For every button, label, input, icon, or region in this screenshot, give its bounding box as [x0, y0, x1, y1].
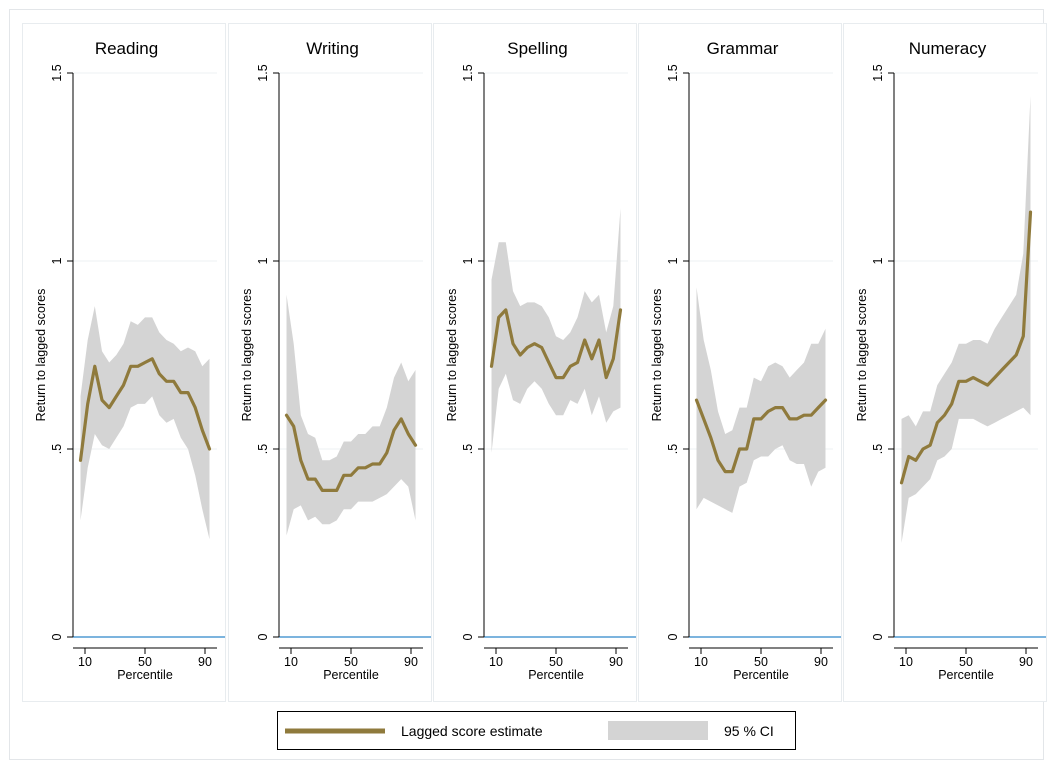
legend: Lagged score estimate 95 % CI [277, 711, 796, 750]
y-tick-label: 1 [256, 257, 270, 264]
y-tick-label: 1.5 [50, 64, 64, 81]
y-tick-label: 0 [871, 633, 885, 640]
estimate-line [489, 308, 623, 380]
panel-title: Numeracy [909, 39, 987, 58]
x-tick-label: 50 [959, 655, 973, 669]
y-tick-label: 1 [666, 257, 680, 264]
panel-numeracy: Numeracy 0 .5 1 1.5 Return to lagged scores 10… [843, 23, 1047, 702]
y-tick-label: .5 [50, 444, 64, 454]
panel-grammar: Grammar 0 .5 1 1.5 Return to lagged scores 10 5… [638, 23, 842, 702]
x-tick-label: 10 [694, 655, 708, 669]
panel-reading: Reading 0 .5 1 1.5 Return to lagged scores 10 5… [22, 23, 226, 702]
y-tick-label: 0 [666, 633, 680, 640]
y-axis-title: Return to lagged scores [445, 289, 459, 422]
y-axis-title: Return to lagged scores [855, 289, 869, 422]
y-tick-label: 1.5 [871, 64, 885, 81]
panel-title: Grammar [707, 39, 779, 58]
estimate-line [694, 398, 828, 474]
panel-background [228, 23, 432, 702]
y-tick-label: .5 [461, 444, 475, 454]
y-tick-label: .5 [256, 444, 270, 454]
y-tick-label: 1.5 [666, 64, 680, 81]
x-tick-label: 50 [754, 655, 768, 669]
panel-writing: Writing 0 .5 1 1.5 Return to lagged scores 10 5… [228, 23, 432, 702]
y-tick-label: 1 [461, 257, 475, 264]
x-tick-label: 90 [198, 655, 212, 669]
y-tick-label: 0 [50, 633, 64, 640]
x-tick-label: 10 [78, 655, 92, 669]
ci-band [696, 287, 826, 513]
ci-band [80, 306, 210, 540]
panel-spelling: Spelling 0 .5 1 1.5 Return to lagged scores 10… [433, 23, 637, 702]
y-tick-label: .5 [871, 444, 885, 454]
x-tick-label: 10 [284, 655, 298, 669]
estimate-line [899, 210, 1033, 485]
ci-band [491, 208, 621, 453]
x-tick-label: 10 [899, 655, 913, 669]
legend-ci-label: 95 % CI [724, 723, 774, 739]
y-axis-title: Return to lagged scores [650, 289, 664, 422]
y-tick-label: 1 [50, 257, 64, 264]
ci-band [286, 294, 416, 536]
panel-title: Spelling [507, 39, 568, 58]
panel-title: Reading [95, 39, 158, 58]
legend-box [277, 711, 796, 750]
panel-title: Writing [306, 39, 359, 58]
x-tick-label: 50 [138, 655, 152, 669]
x-tick-label: 90 [404, 655, 418, 669]
x-axis-title: Percentile [733, 668, 789, 682]
x-tick-label: 90 [814, 655, 828, 669]
x-tick-label: 50 [549, 655, 563, 669]
x-tick-label: 10 [489, 655, 503, 669]
y-tick-label: 0 [461, 633, 475, 640]
x-tick-label: 90 [609, 655, 623, 669]
x-tick-label: 50 [344, 655, 358, 669]
x-tick-label: 90 [1019, 655, 1033, 669]
y-tick-label: 1 [871, 257, 885, 264]
y-tick-label: .5 [666, 444, 680, 454]
y-tick-label: 1.5 [461, 64, 475, 81]
y-tick-label: 0 [256, 633, 270, 640]
y-tick-label: 1.5 [256, 64, 270, 81]
x-axis-title: Percentile [938, 668, 994, 682]
legend-ci-swatch [608, 721, 708, 740]
estimate-line [284, 413, 418, 492]
y-axis-title: Return to lagged scores [240, 289, 254, 422]
legend-estimate-label: Lagged score estimate [401, 723, 543, 739]
x-axis-title: Percentile [528, 668, 584, 682]
x-axis-title: Percentile [323, 668, 379, 682]
y-axis-title: Return to lagged scores [34, 289, 48, 422]
x-axis-title: Percentile [117, 668, 173, 682]
estimate-line [78, 357, 212, 462]
